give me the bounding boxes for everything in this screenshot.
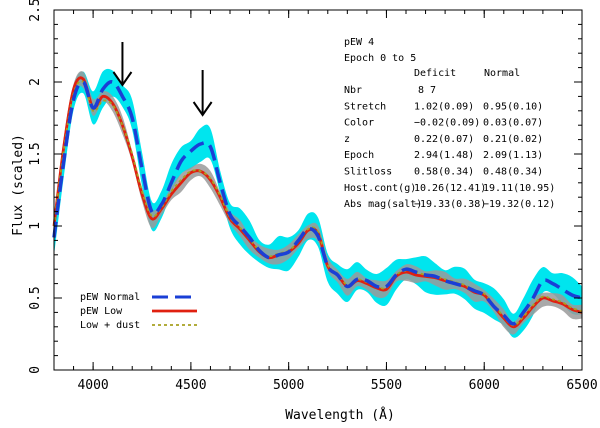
x-tick-label: 4000 [77,378,108,393]
info-row-label: Nbr [344,85,362,96]
series-pew-normal [52,80,583,326]
info-row-deficit: 1.02(0.09) [414,101,474,112]
normal-band [54,68,582,338]
info-col-normal: Normal [484,68,520,79]
y-tick-label: 1.5 [28,142,43,165]
legend: pEW Normal pEW Low Low + dust [80,292,197,331]
info-row-deficit: 2.94(1.48) [414,150,474,161]
series-lines [52,76,583,329]
info-row-normal: 0.03(0.07) [483,118,543,129]
info-row-label: Epoch [344,150,374,161]
info-row-normal: 0.48(0.34) [483,167,543,178]
x-axis-label: Wavelength (Å) [285,407,395,423]
info-row-normal: 0.95(0.10) [483,101,543,112]
info-row-label: Stretch [344,101,386,112]
x-tick-label: 5500 [371,378,402,393]
feature-arrows [112,42,213,117]
info-row-normal: 2.09(1.13) [483,150,543,161]
legend-label: pEW Normal [80,292,140,303]
series-low-dust [53,80,583,327]
info-row-label: Host.cont(g) [344,183,416,194]
info-row-deficit: 10.26(12.41) [414,183,486,194]
y-tick-label: 1 [28,222,43,230]
axis-ticks: 4000 4500 5000 5500 6000 6500 0 0.5 1 1.5 2 2.5 [28,0,598,393]
info-row-label: z [344,134,350,145]
info-row-normal: 7 [430,85,436,96]
info-row-normal: −19.32(0.12) [483,199,555,210]
info-row-label: Slitloss [344,167,392,178]
info-row-deficit: 0.22(0.07) [414,134,474,145]
info-row-normal: 19.11(10.95) [483,183,555,194]
y-tick-label: 0.5 [28,286,43,309]
info-row-normal: 0.21(0.02) [483,134,543,145]
legend-label: pEW Low [80,306,123,317]
y-tick-label: 2 [28,78,43,86]
info-col-deficit: Deficit [414,68,456,79]
x-tick-label: 5000 [273,378,304,393]
info-title: pEW 4 [344,37,374,48]
feature-arrow-head [112,71,133,87]
info-row-deficit: 8 [418,85,424,96]
info-row-deficit: −19.33(0.38) [414,199,486,210]
legend-label: Low + dust [80,320,140,331]
info-row-deficit: 0.58(0.34) [414,167,474,178]
y-axis-label: Flux (scaled) [11,134,26,236]
y-tick-label: 2.5 [28,0,43,22]
x-tick-label: 4500 [175,378,206,393]
info-row-label: Color [344,118,374,129]
info-epoch: Epoch 0 to 5 [344,53,416,64]
info-row-label: Abs mag(salt) [344,199,422,210]
y-tick-label: 0 [28,366,43,374]
info-row-deficit: −0.02(0.09) [414,118,480,129]
info-panel: pEW 4 Epoch 0 to 5 Deficit Normal Nbr 8 7 S… [344,37,555,210]
plot-frame [53,9,583,371]
feature-arrow-head [192,101,213,117]
x-tick-label: 6000 [469,378,500,393]
x-tick-label: 6500 [566,378,597,393]
